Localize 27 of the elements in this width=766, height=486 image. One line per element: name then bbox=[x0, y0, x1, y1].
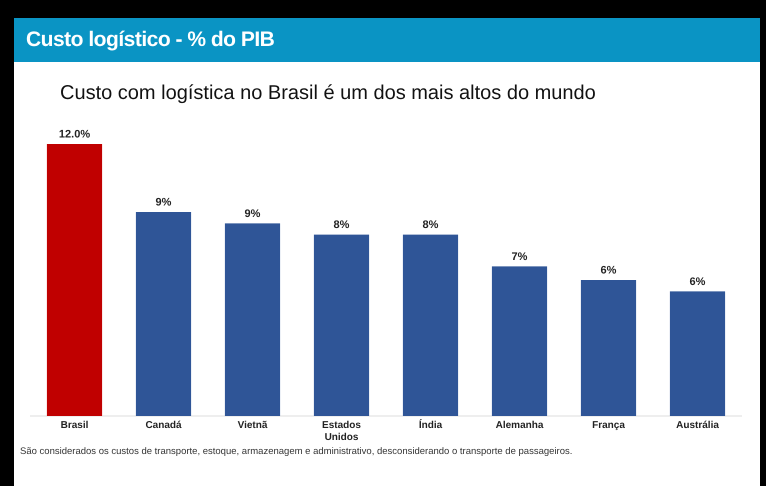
bar bbox=[46, 144, 102, 416]
data-label: 8% bbox=[334, 219, 350, 232]
bar bbox=[492, 266, 548, 416]
data-label: 12.0% bbox=[58, 128, 90, 141]
bar bbox=[224, 223, 280, 416]
data-label: 8% bbox=[422, 219, 439, 232]
data-label: 9% bbox=[156, 196, 172, 209]
text: São considerados os custos de transporte, estoque, armazenagem e administrativo, desconsiderando o transporte de passageiros. bbox=[20, 445, 574, 459]
x-tick-label: Alemanha bbox=[496, 420, 544, 431]
x-tick-label: França bbox=[592, 420, 626, 431]
x-tick-label: Austrália bbox=[676, 420, 720, 431]
bar bbox=[314, 234, 370, 416]
x-tick-label: Índia bbox=[418, 418, 443, 431]
bar bbox=[136, 212, 192, 416]
data-label: 6% bbox=[690, 276, 706, 288]
x-tick-label: Canadá bbox=[145, 420, 182, 431]
x-tick-label: Estados Unidos bbox=[322, 420, 362, 443]
bar bbox=[580, 280, 636, 416]
bar bbox=[670, 291, 726, 416]
x-tick-label: Vietnã bbox=[238, 420, 268, 431]
data-label: 9% bbox=[244, 208, 261, 220]
chart-subtitle: Custo com logística no Brasil é um dos mais altos do mundo bbox=[60, 82, 596, 105]
chart-title: Custo logístico - % do PIB bbox=[14, 18, 760, 62]
x-tick-label: Brasil bbox=[60, 420, 89, 431]
data-label: 6% bbox=[600, 264, 617, 277]
data-label: 7% bbox=[512, 250, 528, 263]
bar bbox=[402, 234, 458, 416]
